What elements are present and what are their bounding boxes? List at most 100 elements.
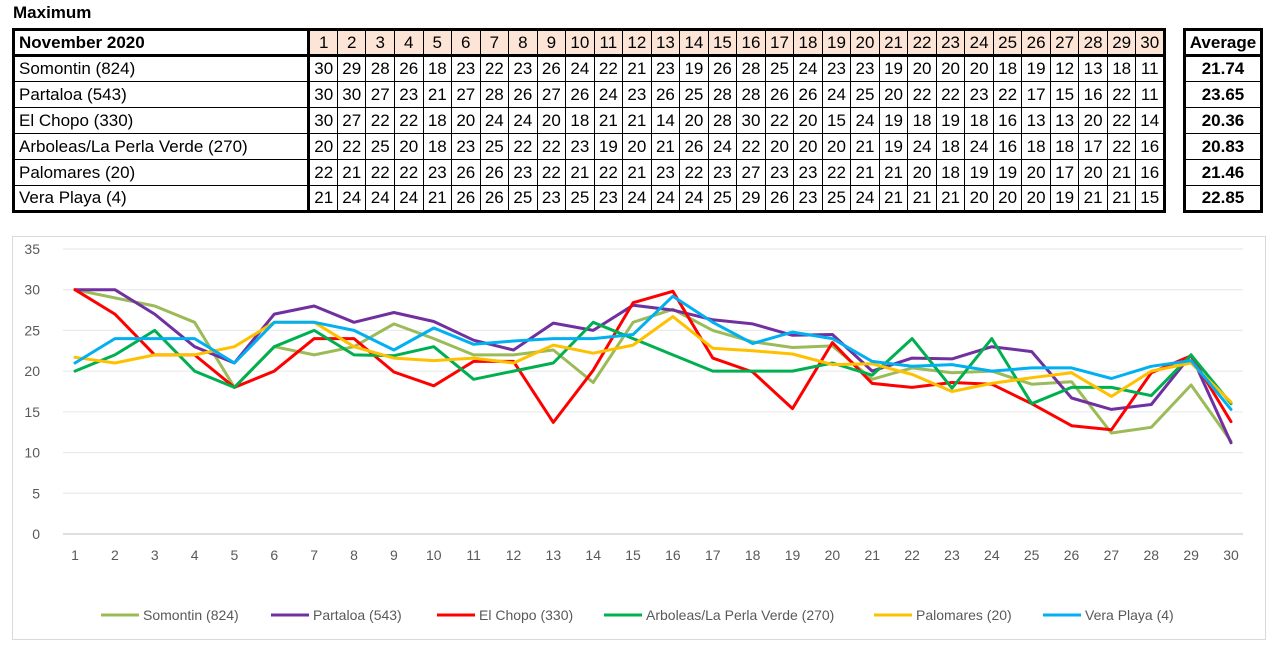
temperature-cell: 22 — [336, 133, 367, 160]
y-tick-label: 0 — [32, 526, 40, 542]
temperature-cell: 23 — [508, 55, 538, 82]
y-tick-label: 35 — [24, 241, 40, 257]
temperature-cell: 28 — [736, 81, 766, 108]
temperature-cell: 15 — [821, 107, 852, 134]
x-tick-label: 4 — [191, 547, 199, 563]
x-tick-label: 28 — [1143, 547, 1159, 563]
temperature-cell: 21 — [850, 159, 880, 186]
temperature-cell: 25 — [679, 81, 709, 108]
average-header: Average — [1184, 29, 1262, 57]
temperature-cell: 24 — [821, 81, 852, 108]
average-value: 20.83 — [1184, 133, 1262, 160]
temperature-cell: 22 — [736, 133, 766, 160]
x-tick-label: 3 — [151, 547, 159, 563]
x-tick-label: 18 — [745, 547, 761, 563]
temperature-cell: 30 — [308, 55, 338, 82]
temperature-cell: 20 — [878, 81, 909, 108]
temperature-cell: 20 — [1078, 159, 1108, 186]
temperature-cell: 25 — [508, 185, 538, 212]
temperature-cell: 23 — [451, 133, 481, 160]
temperature-cell: 22 — [1106, 133, 1137, 160]
x-tick-label: 13 — [546, 547, 562, 563]
temperature-cell: 16 — [1135, 159, 1165, 186]
temperature-cell: 18 — [422, 55, 453, 82]
temperature-cell: 22 — [536, 159, 567, 186]
temperature-cell: 23 — [821, 55, 852, 82]
temperature-cell: 20 — [764, 133, 795, 160]
temperature-cell: 24 — [365, 185, 395, 212]
series-line — [73, 294, 1233, 411]
day-header: 6 — [451, 29, 481, 57]
series-line — [73, 288, 1233, 432]
day-header: 19 — [821, 29, 852, 57]
temperature-cell: 24 — [964, 133, 994, 160]
temperature-cell: 12 — [1049, 55, 1080, 82]
temperature-cell: 26 — [479, 185, 510, 212]
temperature-cell: 30 — [736, 107, 766, 134]
temperature-cell: 22 — [394, 107, 424, 134]
station-name: El Chopo (330) — [12, 107, 311, 134]
x-tick-label: 14 — [585, 547, 601, 563]
temperature-cell: 14 — [1135, 107, 1165, 134]
legend-label: Vera Playa (4) — [1085, 607, 1174, 623]
day-header: 24 — [964, 29, 994, 57]
temperature-cell: 21 — [422, 81, 453, 108]
temperature-cell: 20 — [536, 107, 567, 134]
temperature-cell: 23 — [793, 159, 823, 186]
temperature-cell: 20 — [1021, 185, 1051, 212]
temperature-cell: 24 — [479, 107, 510, 134]
average-value: 21.46 — [1184, 159, 1262, 186]
legend-label: El Chopo (330) — [479, 607, 573, 623]
legend-label: Arboleas/La Perla Verde (270) — [646, 607, 834, 623]
temperature-cell: 19 — [679, 55, 709, 82]
page-title: Maximum — [13, 3, 92, 22]
temperature-cell: 24 — [508, 107, 538, 134]
day-header: 20 — [850, 29, 880, 57]
temperature-cell: 20 — [679, 107, 709, 134]
temperature-cell: 29 — [736, 185, 766, 212]
x-tick-label: 8 — [350, 547, 358, 563]
temperature-cell: 16 — [992, 107, 1023, 134]
x-tick-label: 5 — [231, 547, 239, 563]
average-value: 23.65 — [1184, 81, 1262, 108]
temperature-cell: 20 — [907, 55, 937, 82]
x-tick-label: 2 — [111, 547, 119, 563]
temperature-cell: 21 — [622, 159, 652, 186]
x-tick-label: 12 — [506, 547, 522, 563]
temperature-cell: 20 — [964, 185, 994, 212]
series-line — [73, 315, 1233, 404]
temperature-cell: 20 — [907, 159, 937, 186]
x-tick-label: 1 — [71, 547, 79, 563]
temperature-cell: 21 — [650, 133, 681, 160]
x-tick-label: 7 — [310, 547, 318, 563]
temperature-cell: 28 — [736, 55, 766, 82]
temperature-cell: 26 — [650, 81, 681, 108]
day-header: 7 — [479, 29, 510, 57]
average-value: 22.85 — [1184, 185, 1262, 212]
x-tick-label: 20 — [825, 547, 841, 563]
day-header: 28 — [1078, 29, 1108, 57]
x-tick-label: 25 — [1024, 547, 1040, 563]
temperature-cell: 21 — [878, 159, 909, 186]
table-row: Partaloa (543) 30 30 27 23 21 27 28 26 27 26 24 23 26… — [12, 81, 1165, 108]
temperature-cell: 23 — [536, 185, 567, 212]
temperature-cell: 26 — [451, 185, 481, 212]
temperature-cell: 21 — [622, 55, 652, 82]
y-tick-label: 5 — [32, 485, 40, 501]
day-header: 8 — [508, 29, 538, 57]
temperature-cell: 22 — [365, 107, 395, 134]
table-header-row: November 2020 1 2 3 4 5 6 7 8 9 10 11 12 13 14 15 16 17 18… — [12, 29, 1165, 57]
temperature-cell: 13 — [1021, 107, 1051, 134]
day-header: 14 — [679, 29, 709, 57]
temperature-cell: 20 — [964, 55, 994, 82]
temperature-cell: 26 — [764, 185, 795, 212]
temperature-cell: 18 — [964, 107, 994, 134]
temperature-cell: 18 — [565, 107, 595, 134]
temperature-cell: 25 — [479, 133, 510, 160]
temperature-cell: 20 — [935, 55, 966, 82]
temperature-cell: 24 — [650, 185, 681, 212]
temperature-cell: 11 — [1135, 81, 1165, 108]
series-line — [73, 320, 1233, 406]
temperature-cell: 30 — [308, 81, 338, 108]
